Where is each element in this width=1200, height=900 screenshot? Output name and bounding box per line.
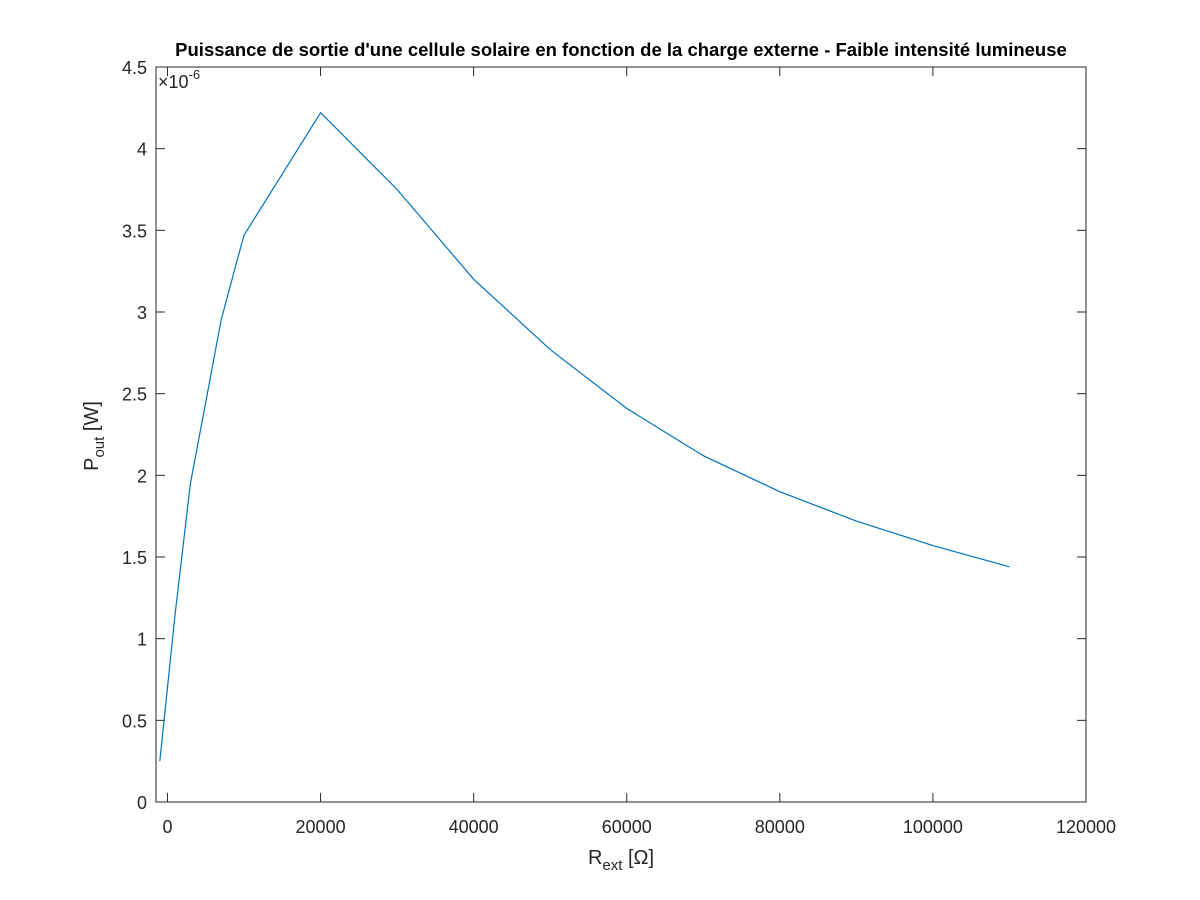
- plot-area: [155, 66, 1087, 803]
- y-tick-label: 1.5: [122, 548, 147, 568]
- y-tick-label: 4: [137, 140, 147, 160]
- x-tick-label: 100000: [903, 817, 963, 837]
- x-tick-label: 40000: [449, 817, 499, 837]
- y-tick-label: 3.5: [122, 221, 147, 241]
- y-axis-label: Pout [W]: [81, 401, 108, 471]
- x-tick-label: 0: [162, 817, 172, 837]
- y-tick-label: 1: [137, 630, 147, 650]
- x-tick-label: 80000: [755, 817, 805, 837]
- x-tick-label: 120000: [1056, 817, 1116, 837]
- y-tick-label: 2: [137, 466, 147, 486]
- x-axis-label: Rext [Ω]: [588, 847, 654, 874]
- series-line: [159, 111, 1010, 762]
- x-tick-label: 60000: [602, 817, 652, 837]
- y-tick-label: 2.5: [122, 385, 147, 405]
- y-tick-label: 4.5: [122, 58, 147, 78]
- y-exponent-label: ×10-6: [158, 67, 200, 92]
- y-tick-label: 0.5: [122, 711, 147, 731]
- chart-title: Puissance de sortie d'une cellule solair…: [175, 39, 1067, 60]
- x-tick-label: 20000: [296, 817, 346, 837]
- y-tick-label: 3: [137, 303, 147, 323]
- y-tick-label: 0: [137, 793, 147, 813]
